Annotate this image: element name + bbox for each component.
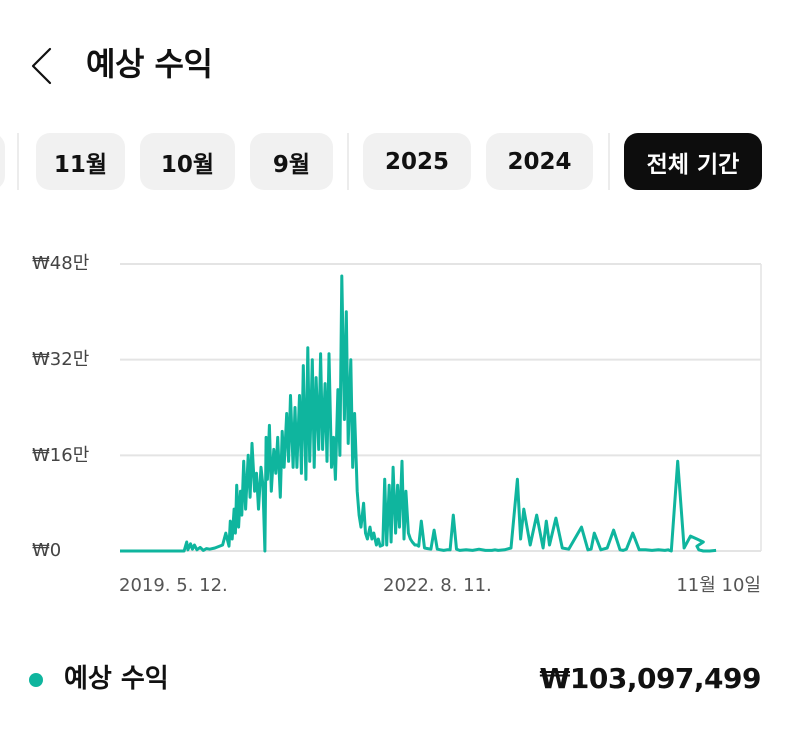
y-tick-label: ₩48만 bbox=[32, 253, 90, 274]
y-tick-label: ₩0 bbox=[32, 540, 62, 561]
filter-chip-9-month[interactable]: 9월 bbox=[250, 133, 333, 190]
x-tick-label: 2022. 8. 11. bbox=[383, 575, 492, 596]
x-tick-label: 11월 10일 bbox=[676, 575, 761, 596]
divider bbox=[17, 133, 19, 190]
y-tick-label: ₩16만 bbox=[32, 445, 90, 466]
divider bbox=[608, 133, 610, 190]
chart-gridlines bbox=[120, 263, 762, 552]
filter-chip-partial[interactable] bbox=[0, 133, 5, 190]
earnings-line bbox=[120, 274, 717, 553]
legend-label: 예상 수익 bbox=[64, 664, 169, 694]
legend-dot-icon bbox=[29, 673, 43, 687]
filter-chip-10-month[interactable]: 10월 bbox=[140, 133, 235, 190]
divider bbox=[347, 133, 349, 190]
filter-chip-11-month[interactable]: 11월 bbox=[36, 133, 125, 190]
filter-chip-2025[interactable]: 2025 bbox=[363, 133, 471, 190]
chevron-left-icon bbox=[31, 47, 52, 85]
x-tick-label: 2019. 5. 12. bbox=[119, 575, 228, 596]
legend-summary: 예상 수익 ₩103,097,499 bbox=[0, 655, 792, 705]
y-tick-label: ₩32만 bbox=[32, 349, 90, 370]
chart-plot-area bbox=[120, 263, 762, 553]
earnings-chart[interactable]: ₩48만 ₩32만 ₩16만 ₩0 2019. 5. 12. 2022. 8. … bbox=[0, 240, 792, 610]
header: 예상 수익 bbox=[0, 30, 792, 102]
page-title: 예상 수익 bbox=[86, 45, 213, 83]
period-filter-bar: 11월 10월 9월 2025 2024 전체 기간 bbox=[0, 133, 792, 191]
filter-chip-all-period[interactable]: 전체 기간 bbox=[624, 133, 762, 190]
total-earnings-value: ₩103,097,499 bbox=[539, 662, 762, 695]
filter-chip-2024[interactable]: 2024 bbox=[486, 133, 593, 190]
back-button[interactable] bbox=[26, 46, 62, 86]
